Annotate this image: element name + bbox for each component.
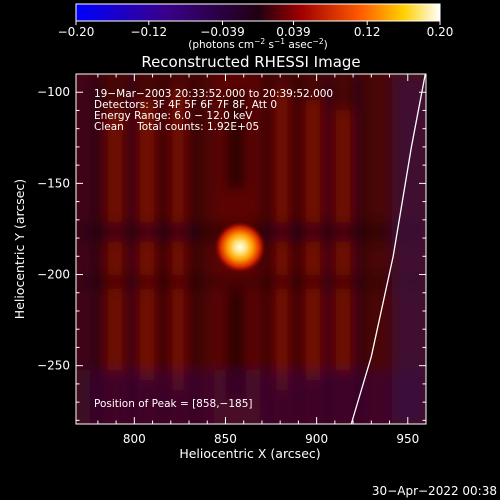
x-axis-label: Heliocentric X (arcsec)	[179, 446, 320, 461]
colorbar-tick-label: 0.20	[427, 25, 454, 39]
peak-position-label: Position of Peak = [858,−185]	[94, 398, 253, 410]
x-tick-label: 950	[396, 432, 419, 446]
colorbar-label: (photons cm−2 s−1 asec−2)	[188, 37, 327, 51]
y-tick-label: −100	[37, 85, 70, 99]
axis-ticks: 800 850 900 950 −100 −150 −200 −250	[37, 73, 427, 446]
y-tick-label: −150	[37, 176, 70, 190]
colorbar-tick-label: −0.12	[130, 25, 167, 39]
annotation-energy: Energy Range: 6.0 − 12.0 keV	[94, 110, 253, 122]
colorbar-tick-label: 0.12	[354, 25, 381, 39]
x-tick-label: 800	[123, 432, 146, 446]
chart-title: Reconstructed RHESSI Image	[141, 53, 360, 71]
y-tick-label: −250	[37, 359, 70, 373]
image-area	[76, 74, 426, 424]
solar-limb	[350, 74, 426, 424]
annotation-clean: Clean Total counts: 1.92E+05	[94, 121, 259, 133]
colorbar-ticks: −0.20 −0.12 −0.039 0.039 0.12 0.20	[58, 21, 454, 39]
y-axis-label: Heliocentric Y (arcsec)	[12, 179, 27, 319]
colorbar	[75, 3, 441, 22]
x-tick-label: 850	[214, 432, 237, 446]
colorbar-tick-label: −0.20	[58, 25, 95, 39]
annotation-time: 19−Mar−2003 20:33:52.000 to 20:39:52.000	[94, 88, 333, 100]
annotation-detectors: Detectors: 3F 4F 5F 6F 7F 8F, Att 0	[94, 99, 277, 111]
plot-frame	[75, 73, 427, 425]
colorbar-tick-label: 0.039	[276, 25, 310, 39]
x-tick-label: 900	[305, 432, 328, 446]
peak-source	[214, 221, 267, 274]
footer-timestamp: 30−Apr−2022 00:38	[372, 484, 497, 498]
y-tick-label: −200	[37, 268, 70, 282]
colorbar-tick-label: −0.039	[200, 25, 244, 39]
